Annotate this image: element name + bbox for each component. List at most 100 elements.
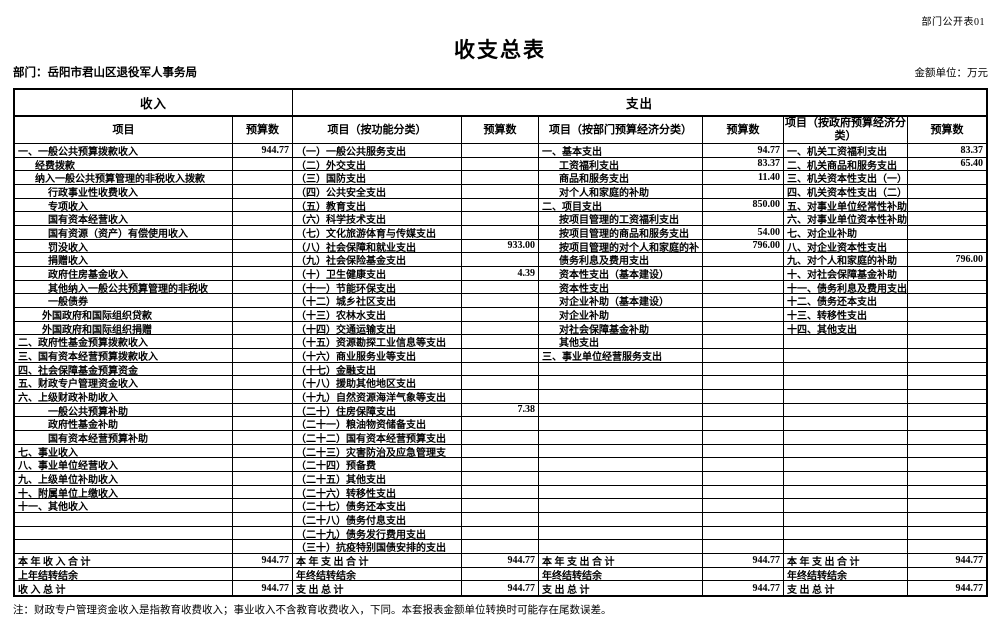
- income-item-label: 七、事业收入: [15, 444, 233, 459]
- dept-econ-item-label: 债务利息及费用支出: [539, 253, 703, 267]
- income-item-label: 八、事业单位经营收入: [15, 458, 233, 472]
- income-budget-value: 944.77: [233, 554, 293, 568]
- function-item-label: （十六）商业服务业等支出: [293, 349, 462, 363]
- dept-econ-budget-value: [703, 431, 784, 445]
- function-budget-value: [462, 376, 539, 390]
- function-budget-value: [462, 212, 539, 226]
- income-budget-value: [233, 226, 293, 240]
- income-budget-value: [233, 444, 293, 459]
- income-item-label: 六、上级财政补助收入: [15, 390, 233, 404]
- income-budget-value: [233, 417, 293, 431]
- function-item-label: （十八）援助其他地区支出: [293, 376, 462, 390]
- function-item-label: （十九）自然资源海洋气象等支出: [293, 390, 462, 404]
- govt-econ-budget-value: [908, 267, 986, 281]
- dept-econ-item-label: 对企业补助（基本建设）: [539, 294, 703, 308]
- income-item-label: 五、财政专户管理资金收入: [15, 376, 233, 390]
- dept-econ-budget-value: [703, 294, 784, 308]
- income-item-label: 捐赠收入: [15, 253, 233, 267]
- govt-econ-item-label: [784, 431, 908, 445]
- income-budget-value: [233, 349, 293, 363]
- income-budget-value: [233, 294, 293, 308]
- dept-econ-budget-value: 944.77: [703, 554, 784, 568]
- income-item-label: 政府住房基金收入: [15, 267, 233, 281]
- function-budget-value: [462, 417, 539, 431]
- govt-econ-budget-value: [908, 458, 986, 472]
- govt-econ-item-label: 十一、债务利息及费用支出: [784, 280, 908, 295]
- govt-econ-budget-value: 65.40: [908, 158, 986, 172]
- income-item-label: 一般债券: [15, 294, 233, 308]
- function-item-label: （二十三）灾害防治及应急管理支: [293, 444, 462, 459]
- income-budget-value: [233, 198, 293, 213]
- function-budget-value: [462, 321, 539, 336]
- govt-econ-item-label: [784, 540, 908, 554]
- dept-econ-item-label: 对个人和家庭的补助: [539, 185, 703, 199]
- column-header: 预算数: [908, 117, 986, 144]
- function-budget-value: [462, 294, 539, 308]
- page-title: 收支总表: [454, 38, 546, 62]
- income-item-label: 一、一般公共预算拨款收入: [15, 144, 233, 158]
- function-budget-value: [462, 362, 539, 377]
- govt-econ-item-label: 十二、债务还本支出: [784, 294, 908, 308]
- govt-econ-budget-value: [908, 294, 986, 308]
- govt-econ-budget-value: [908, 404, 986, 418]
- function-budget-value: [462, 144, 539, 158]
- govt-econ-item-label: 六、对事业单位资本性补助: [784, 212, 908, 226]
- income-budget-value: [233, 513, 293, 527]
- income-item-label: 三、国有资本经营预算拨款收入: [15, 349, 233, 363]
- govt-econ-budget-value: [908, 322, 986, 336]
- function-budget-value: 7.38: [462, 403, 539, 418]
- function-item-label: （二十七）债务还本支出: [293, 499, 462, 513]
- govt-econ-item-label: 支 出 总 计: [784, 581, 908, 595]
- income-item-label: 专项收入: [15, 198, 233, 213]
- govt-econ-budget-value: [908, 199, 986, 213]
- income-item-label: 四、社会保障基金预算资金: [15, 362, 233, 377]
- govt-econ-budget-value: [908, 281, 986, 295]
- function-item-label: 年终结转结余: [293, 567, 462, 582]
- function-item-label: （三十）抗疫特别国债安排的支出: [293, 540, 462, 554]
- dept-econ-item-label: [539, 362, 703, 377]
- govt-econ-budget-value: [908, 376, 986, 390]
- income-item-label: 外国政府和国际组织捐赠: [15, 321, 233, 336]
- dept-econ-item-label: 对企业补助: [539, 308, 703, 322]
- budget-table: 收入 支出 项目 预算数 项目（按功能分类） 预算数 项目（按部门预算经济分类） 预算数 项目（…: [13, 88, 988, 597]
- income-budget-value: [233, 376, 293, 390]
- function-item-label: （七）文化旅游体育与传媒支出: [293, 226, 462, 240]
- function-budget-value: [462, 540, 539, 554]
- govt-econ-item-label: [784, 362, 908, 377]
- govt-econ-item-label: 八、对企业资本性支出: [784, 239, 908, 254]
- govt-econ-item-label: [784, 403, 908, 418]
- dept-econ-item-label: [539, 444, 703, 459]
- function-budget-value: [462, 308, 539, 322]
- govt-econ-budget-value: [908, 540, 986, 554]
- column-header: 预算数: [462, 117, 539, 144]
- income-item-label: 罚没收入: [15, 239, 233, 254]
- income-budget-value: [233, 253, 293, 267]
- function-budget-value: 944.77: [462, 554, 539, 568]
- income-budget-value: [233, 308, 293, 322]
- function-budget-value: [462, 499, 539, 513]
- function-budget-value: [462, 349, 539, 363]
- govt-econ-item-label: 四、机关资本性支出（二）: [784, 185, 908, 199]
- function-budget-value: [462, 513, 539, 527]
- income-item-label: 其他纳入一般公共预算管理的非税收: [15, 280, 233, 295]
- dept-econ-item-label: 按项目管理的商品和服务支出: [539, 226, 703, 240]
- footnote: 注：财政专户管理资金收入是指教育收费收入；事业收入不含教育收费收入，下同。本套报…: [13, 605, 612, 616]
- income-budget-value: [233, 362, 293, 377]
- govt-econ-item-label: 二、机关商品和服务支出: [784, 157, 908, 172]
- income-budget-value: [233, 472, 293, 486]
- income-budget-value: [233, 526, 293, 541]
- govt-econ-budget-value: [908, 431, 986, 445]
- function-budget-value: [462, 526, 539, 541]
- dept-econ-item-label: [539, 472, 703, 486]
- function-budget-value: [462, 390, 539, 404]
- govt-econ-budget-value: [908, 349, 986, 363]
- function-item-label: （六）科学技术支出: [293, 212, 462, 226]
- function-budget-value: [462, 198, 539, 213]
- govt-econ-budget-value: [908, 486, 986, 500]
- function-budget-value: [462, 185, 539, 199]
- income-item-label: 九、上级单位补助收入: [15, 472, 233, 486]
- income-item-label: 行政事业性收费收入: [15, 185, 233, 199]
- dept-econ-budget-value: [703, 403, 784, 418]
- income-item-label: 政府性基金补助: [15, 417, 233, 431]
- income-item-label: 本 年 收 入 合 计: [15, 554, 233, 568]
